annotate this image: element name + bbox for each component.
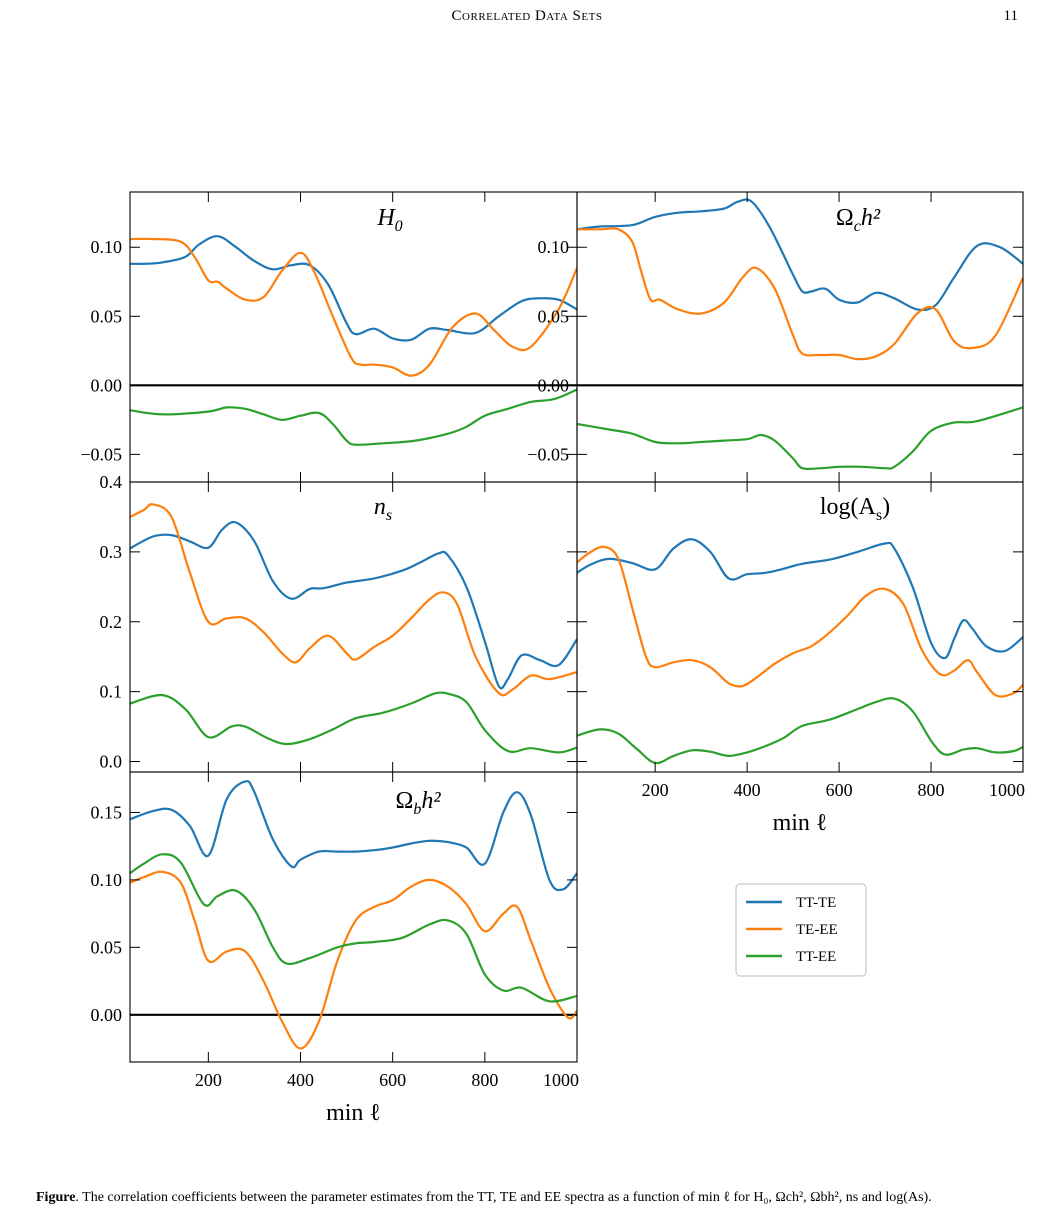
series-line-TE-EE: [130, 870, 577, 1050]
series-line-TE-EE: [130, 237, 577, 377]
series-line-TT-EE: [577, 406, 1023, 471]
axes-frame: [576, 481, 1024, 773]
y-tick-label: 0.10: [91, 237, 123, 257]
series-line-TT-TE: [130, 520, 577, 690]
x-tick-label: 400: [287, 1070, 314, 1090]
legend-label-TT-EE: TT-EE: [796, 949, 836, 965]
y-tick-label: 0.00: [91, 375, 123, 395]
legend: TT-TE TE-EE TT-EE: [735, 883, 867, 977]
y-tick-label: 0.1: [100, 682, 123, 702]
x-tick-label: 600: [826, 780, 853, 800]
panel-title: log(As): [820, 494, 890, 524]
y-tick-label: 0.00: [91, 1005, 123, 1025]
x-axis-label: min ℓ: [773, 810, 828, 836]
panel-title: Ωch²: [836, 205, 881, 235]
y-tick-label: 0.2: [100, 612, 123, 632]
figure-caption: Figure. The correlation coefficients bet…: [36, 1190, 932, 1205]
series-line-TE-EE: [130, 503, 577, 697]
axes-frame: [129, 481, 578, 773]
page-number: 11: [1003, 8, 1018, 24]
x-tick-label: 400: [734, 780, 761, 800]
running-title: Correlated Data Sets: [451, 8, 603, 24]
series-line-TT-TE: [577, 198, 1023, 312]
series-line-TE-EE: [577, 545, 1023, 698]
legend-box: [735, 883, 867, 977]
x-tick-label: 200: [195, 1070, 222, 1090]
series-line-TT-EE: [577, 697, 1023, 765]
running-head: Correlated Data Sets 11: [0, 8, 1054, 38]
legend-label-TT-TE: TT-TE: [796, 895, 836, 911]
y-tick-label: 0.4: [100, 472, 123, 492]
x-tick-label: 200: [642, 780, 669, 800]
x-tick-label: 800: [918, 780, 945, 800]
panel-Omega_b_h2: 0.00 0.05 0.10 0.15 200 400 600 800 1000 min ℓ Ωbh…: [91, 771, 579, 1126]
y-tick-label: 0.3: [100, 542, 123, 562]
y-tick-label: 0.0: [100, 752, 123, 772]
y-tick-label: 0.10: [538, 237, 570, 257]
y-tick-label: −0.05: [80, 444, 122, 464]
x-tick-label: 1000: [989, 780, 1025, 800]
y-tick-label: 0.10: [91, 870, 123, 890]
series-line-TT-EE: [130, 388, 577, 446]
series-line-TE-EE: [577, 227, 1023, 361]
series-line-TT-TE: [130, 780, 577, 892]
legend-label-TE-EE: TE-EE: [796, 922, 838, 938]
x-tick-label: 1000: [543, 1070, 579, 1090]
panel-H0: −0.05 0.00 0.05 0.10 H0: [80, 191, 578, 483]
series-line-TT-EE: [130, 691, 577, 754]
y-tick-label: −0.05: [527, 444, 569, 464]
panel-title: ns: [374, 494, 392, 524]
series-line-TT-TE: [130, 235, 577, 342]
x-tick-label: 800: [471, 1070, 498, 1090]
panel-Omega_c_h2: −0.05 0.00 0.05 0.10 Ωch²: [527, 191, 1024, 483]
y-tick-label: 0.00: [538, 375, 570, 395]
panel-title: H0: [376, 205, 402, 235]
caption-label: Figure: [36, 1190, 76, 1205]
axes-frame: [129, 191, 578, 483]
x-tick-label: 600: [379, 1070, 406, 1090]
panel-title: Ωbh²: [395, 788, 441, 818]
y-tick-label: 0.05: [91, 937, 123, 957]
caption-text: The correlation coefficients between the…: [82, 1190, 932, 1205]
panel-log_As: 200 400 600 800 1000 min ℓ log(As): [576, 481, 1025, 836]
axes-frame: [129, 771, 578, 1063]
y-tick-label: 0.05: [91, 306, 123, 326]
x-axis-label: min ℓ: [326, 1100, 381, 1126]
panel-n_s: 0.0 0.1 0.2 0.3 0.4 ns: [100, 472, 578, 773]
series-line-TT-TE: [577, 538, 1023, 660]
y-tick-label: 0.05: [538, 306, 570, 326]
y-tick-label: 0.15: [91, 802, 123, 822]
series-line-TT-EE: [130, 853, 577, 1003]
